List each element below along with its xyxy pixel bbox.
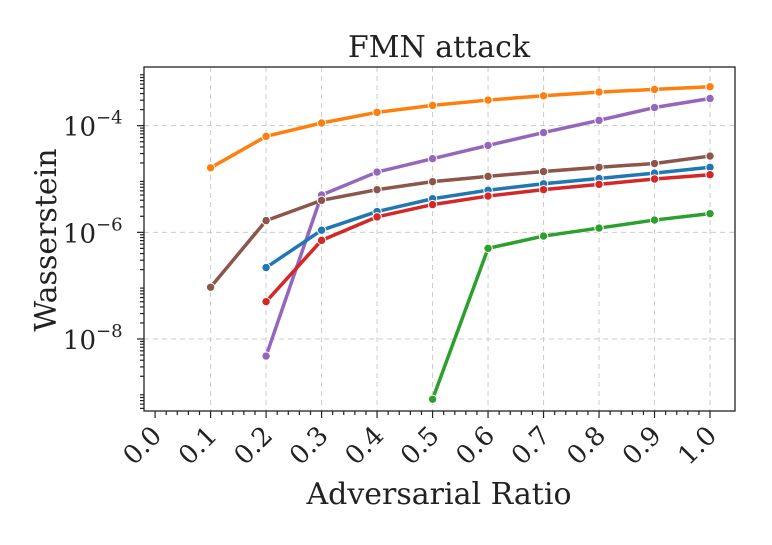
data-point (649, 215, 660, 225)
x-tick-label: 0.7 (506, 421, 556, 471)
y-tick-label: 10 (63, 326, 96, 356)
data-point (649, 174, 660, 184)
data-point (372, 184, 382, 195)
x-tick-label: 1.0 (673, 421, 723, 471)
data-point (538, 166, 549, 177)
data-point (483, 171, 493, 182)
data-point (705, 170, 715, 180)
data-point (538, 91, 549, 101)
series-line (208, 84, 712, 170)
data-point (316, 225, 327, 235)
data-point (316, 195, 327, 206)
x-tick-label: 0.6 (451, 421, 501, 471)
series-1 (261, 93, 715, 361)
y-tick-base: 10 (63, 219, 96, 249)
data-point (427, 154, 438, 164)
data-point (483, 243, 493, 254)
data-point (261, 131, 271, 142)
data-point (205, 282, 216, 292)
series-0 (205, 82, 715, 173)
x-tick-label: 0.9 (617, 421, 667, 471)
data-point (705, 151, 715, 161)
y-tick-exponent: −6 (96, 214, 123, 235)
data-point (649, 102, 660, 113)
data-point (594, 115, 604, 126)
data-point (372, 167, 382, 177)
y-tick-base: 10 (63, 113, 96, 143)
x-tick-label: 0.5 (395, 421, 445, 471)
data-point (483, 95, 493, 105)
data-point (705, 208, 715, 219)
data-point (205, 163, 216, 173)
grid-layer (144, 67, 735, 411)
y-tick-exponent: −4 (96, 108, 123, 129)
series-layer (205, 82, 715, 404)
data-point (261, 296, 271, 307)
data-point (261, 262, 271, 273)
series-5 (427, 208, 715, 404)
series-4 (261, 170, 715, 307)
y-tick-label: 10 (63, 113, 96, 143)
data-point (316, 235, 327, 246)
x-tick-label: 0.1 (173, 421, 223, 471)
data-point (538, 231, 549, 241)
tick-layer: 0.0 0.1 0.2 0.3 0.4 0.5 0.6 0.7 0.8 0.9 1.010 −410−… (63, 74, 723, 471)
series-2 (205, 151, 715, 292)
x-tick-label: 0.0 (118, 421, 168, 471)
data-point (594, 87, 604, 97)
data-point (538, 184, 549, 195)
data-point (427, 199, 438, 210)
series-line (208, 154, 712, 290)
data-point (594, 223, 604, 233)
data-point (316, 118, 327, 128)
data-point (594, 179, 604, 190)
data-point (649, 158, 660, 169)
y-axis-label: Wasserstein (29, 148, 64, 331)
x-tick-label: 0.4 (340, 421, 390, 471)
data-point (538, 127, 549, 138)
x-tick-label: 0.8 (562, 421, 612, 471)
data-point (372, 212, 382, 222)
data-point (594, 162, 604, 172)
data-point (372, 107, 382, 118)
data-point (427, 100, 438, 111)
y-tick-label: 10 (63, 219, 96, 249)
series-line (430, 211, 712, 402)
data-point (483, 191, 493, 201)
data-point (649, 84, 660, 95)
y-tick-exponent: −8 (96, 321, 123, 342)
chart-title: FMN attack (348, 30, 531, 65)
data-point (427, 394, 438, 404)
x-axis-label: Adversarial Ratio (305, 477, 571, 512)
y-tick-base: 10 (63, 326, 96, 356)
data-point (427, 176, 438, 187)
x-tick-label: 0.3 (284, 421, 334, 471)
x-tick-label: 0.2 (229, 421, 279, 471)
plot-frame (143, 66, 736, 412)
data-point (261, 215, 271, 226)
data-point (705, 82, 715, 92)
data-point (261, 351, 271, 361)
data-point (483, 140, 493, 151)
data-point (705, 93, 715, 104)
